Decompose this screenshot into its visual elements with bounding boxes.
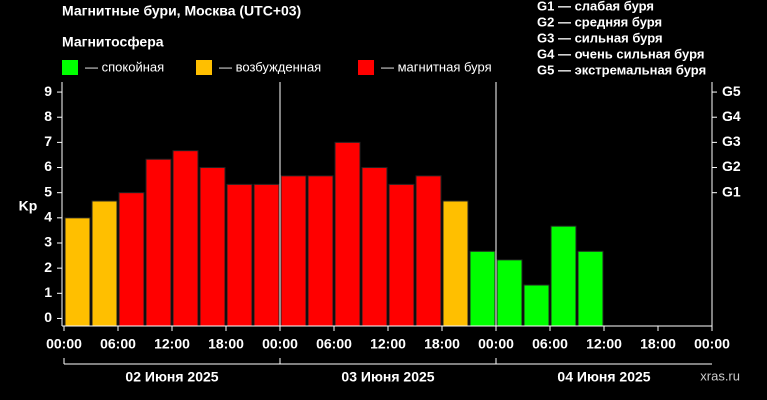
bar xyxy=(469,250,496,327)
y-tick-label: 7 xyxy=(44,133,52,149)
y-tick-label: 2 xyxy=(44,259,52,275)
y-tick-label: 8 xyxy=(44,108,52,124)
bar xyxy=(577,250,604,327)
y-tick-label: 5 xyxy=(44,183,52,199)
x-tick-label: 18:00 xyxy=(640,336,676,352)
y2-tick-label: G4 xyxy=(722,108,741,124)
bar xyxy=(118,192,145,327)
y-tick-label: 4 xyxy=(44,209,52,225)
day-label: 03 Июня 2025 xyxy=(341,369,434,385)
y-tick-label: 6 xyxy=(44,158,52,174)
bar xyxy=(550,225,577,327)
bar xyxy=(415,175,442,327)
y2-tick-label: G2 xyxy=(722,158,741,174)
watermark: xras.ru xyxy=(700,368,740,383)
bar xyxy=(442,200,469,327)
bar xyxy=(307,175,334,327)
y-tick-label: 1 xyxy=(44,284,52,300)
bar xyxy=(145,158,172,327)
bar xyxy=(64,217,91,327)
y2-tick-label: G1 xyxy=(722,183,741,199)
x-tick-label: 12:00 xyxy=(586,336,622,352)
day-label: 04 Июня 2025 xyxy=(557,369,650,385)
x-tick-label: 12:00 xyxy=(154,336,190,352)
x-tick-label: 00:00 xyxy=(46,336,82,352)
bar xyxy=(496,259,523,327)
x-tick-label: 00:00 xyxy=(694,336,730,352)
legend-swatch xyxy=(358,60,374,75)
bar xyxy=(172,150,199,327)
legend-label: — возбужденная xyxy=(219,59,321,74)
y2-tick-label: G3 xyxy=(722,133,741,149)
bar xyxy=(199,167,226,327)
bar xyxy=(91,200,118,327)
x-tick-label: 00:00 xyxy=(478,336,514,352)
scale-note: G2 — средняя буря xyxy=(537,14,662,29)
y-tick-label: 3 xyxy=(44,234,52,250)
bar xyxy=(280,175,307,327)
bar xyxy=(523,284,550,327)
y-tick-label: 0 xyxy=(44,309,52,325)
scale-note: G3 — сильная буря xyxy=(537,30,663,45)
scale-note: G1 — слабая буря xyxy=(537,0,654,13)
chart-subtitle: Магнитосфера xyxy=(62,34,164,50)
x-tick-label: 18:00 xyxy=(424,336,460,352)
x-tick-label: 06:00 xyxy=(316,336,352,352)
bar xyxy=(388,183,415,327)
legend-swatch xyxy=(62,60,78,75)
x-tick-label: 18:00 xyxy=(208,336,244,352)
scale-note: G5 — экстремальная буря xyxy=(537,62,706,77)
y-tick-label: 9 xyxy=(44,83,52,99)
legend-swatch xyxy=(196,60,212,75)
y2-tick-label: G5 xyxy=(722,83,741,99)
legend-label: — магнитная буря xyxy=(381,59,492,74)
chart-title: Магнитные бури, Москва (UTC+03) xyxy=(62,3,301,19)
legend-label: — спокойная xyxy=(85,59,164,74)
bar xyxy=(253,183,280,327)
scale-note: G4 — очень сильная буря xyxy=(537,46,704,61)
x-tick-label: 00:00 xyxy=(262,336,298,352)
bar xyxy=(226,183,253,327)
x-tick-label: 12:00 xyxy=(370,336,406,352)
x-tick-label: 06:00 xyxy=(532,336,568,352)
x-tick-label: 06:00 xyxy=(100,336,136,352)
bar xyxy=(361,167,388,327)
bar xyxy=(334,141,361,327)
day-label: 02 Июня 2025 xyxy=(125,369,218,385)
y-axis-label: Kp xyxy=(19,198,38,214)
